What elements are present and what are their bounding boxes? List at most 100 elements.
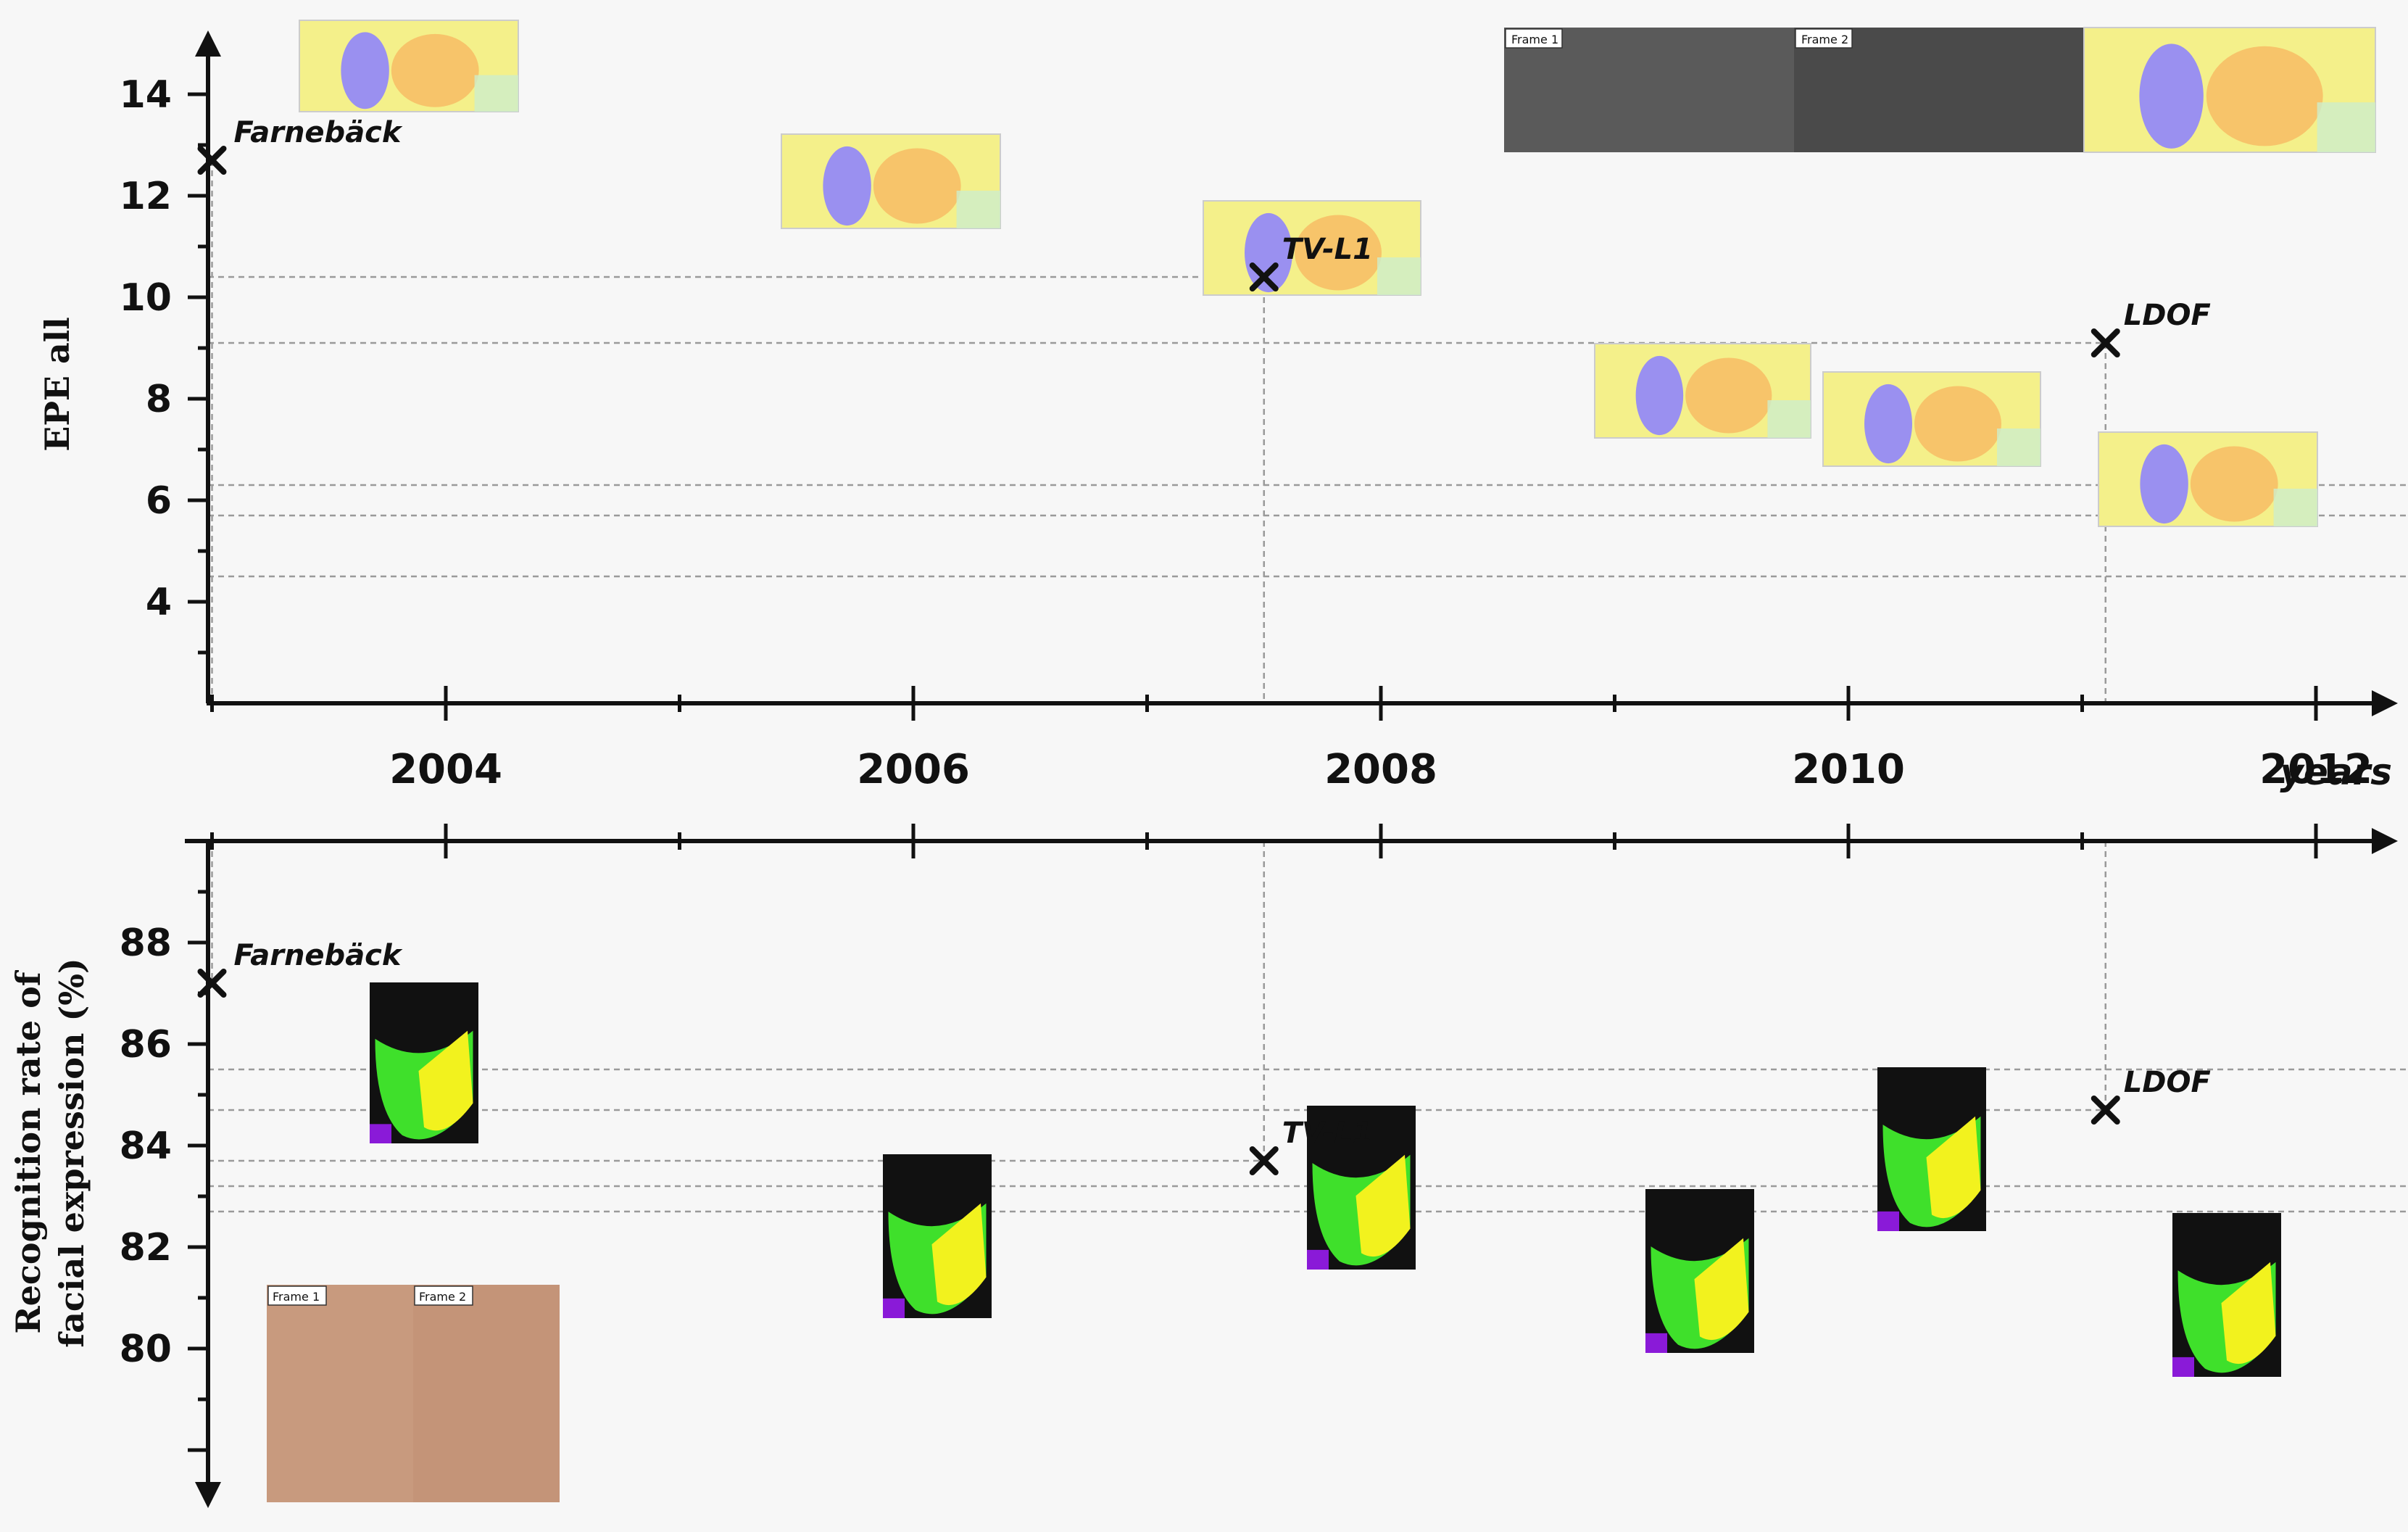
face-flow-violet-corner: [1877, 1211, 1899, 1231]
face-thumb-flowfields: [1877, 1067, 1986, 1231]
top-y-axis-title: EPE all: [38, 317, 77, 451]
flow-thumb-green-patch: [474, 75, 518, 112]
bottom-y-axis-title: Recognition rate of facial expression (%): [9, 958, 91, 1347]
flow-thumb-violet-blob: [823, 146, 871, 226]
face-thumb-pwcnet: [2172, 1213, 2281, 1377]
year-tick-label: 2004: [389, 746, 502, 793]
bottom-point-farneb-ck: [197, 969, 227, 998]
top-y-tick-label: 6: [146, 479, 172, 523]
marker-stroke: [2091, 1096, 2120, 1125]
marker-stroke: [2091, 328, 2120, 357]
top-point-tv-l1: [1249, 262, 1279, 291]
year-tick-label: 2008: [1324, 746, 1437, 793]
flow-thumb-violet-blob: [2140, 444, 2188, 524]
frame-tag-label: Frame 2: [419, 1290, 466, 1304]
face-flow-yellow: [1355, 1154, 1411, 1257]
flow-thumb-violet-blob: [2139, 44, 2204, 149]
frame-tag-box: [267, 1285, 327, 1306]
gt-image: [2083, 27, 2376, 153]
flow-thumb-green-patch: [1997, 428, 2040, 466]
thumb-farneback: [299, 20, 519, 112]
frame-tag-box: [414, 1285, 473, 1306]
marker-stroke: [197, 146, 227, 175]
flow-thumb-orange-blob: [1914, 386, 2001, 462]
top-point-label: Farnebäck: [234, 116, 403, 149]
bottom-reference-frames: Frame 1 Frame 2: [267, 1285, 560, 1502]
flow-thumb-green-patch: [1767, 400, 1811, 438]
face-flow-yellow: [1926, 1116, 1981, 1219]
flow-thumb-violet-blob: [1635, 355, 1684, 436]
bottom-y-tick-label: 80: [120, 1328, 172, 1371]
bottom-point-ldof: [2091, 1096, 2120, 1125]
top-point-ldof: [2091, 328, 2120, 357]
face-frame2-image: [413, 1285, 560, 1502]
axes: [185, 30, 2398, 1508]
face-frame1-image: [267, 1285, 413, 1502]
face-flow-violet-corner: [1307, 1249, 1329, 1270]
face-flow-yellow: [2221, 1262, 2276, 1365]
top-y-tick-label: 14: [120, 73, 172, 117]
face-thumb-epicflow: [1645, 1189, 1754, 1353]
face-flow-violet-corner: [2172, 1357, 2194, 1377]
thumb-tvl1: [781, 133, 1001, 229]
bottom-y-axis-title-line: Recognition rate of: [9, 969, 48, 1333]
year-tick-label: 2012: [2259, 746, 2372, 793]
x-axis-label: years: [2280, 751, 2392, 793]
flow-thumb-orange-blob: [2190, 446, 2278, 522]
flow-thumb-green-patch: [2273, 489, 2317, 526]
thumb-flowfields: [1822, 371, 2041, 467]
face-thumb-tvl1: [883, 1154, 992, 1318]
flow-thumb-orange-blob: [1295, 215, 1382, 291]
flow-thumb-orange-blob: [1685, 357, 1772, 434]
flow-thumb-green-patch: [956, 191, 1000, 228]
data-points: [197, 146, 2120, 1175]
thumb-epicflow: [1594, 343, 1811, 439]
top-y-tick-label: 10: [120, 276, 172, 320]
bottom-y-tick-label: 86: [120, 1023, 172, 1067]
bottom-y-tick-label: 88: [120, 922, 172, 965]
guide-lines: [208, 159, 2408, 1213]
flow-thumb-green-patch: [1377, 257, 1421, 295]
flow-thumb-orange-blob: [391, 33, 479, 107]
face-flow-yellow: [418, 1030, 473, 1131]
frame-tag-label: Frame 1: [1511, 33, 1558, 46]
face-thumb-ldof: [1307, 1106, 1416, 1270]
face-flow-violet-corner: [370, 1124, 391, 1143]
thumb-pwcnet: [2098, 431, 2318, 527]
top-y-tick-label: 8: [146, 378, 172, 421]
top-point-label: LDOF: [2124, 299, 2211, 332]
flow-thumb-green-patch: [2317, 102, 2375, 152]
year-tick-label: 2006: [857, 746, 970, 793]
marker-stroke: [1249, 1146, 1279, 1175]
face-flow-violet-corner: [1645, 1333, 1667, 1353]
bottom-point-label: LDOF: [2124, 1066, 2211, 1099]
year-tick-label: 2010: [1792, 746, 1905, 793]
frame-tag-label: Frame 1: [273, 1290, 320, 1304]
bottom-point-tv-l1: [1249, 1146, 1279, 1175]
flow-thumb-orange-blob: [873, 148, 961, 224]
flow-thumb-violet-blob: [341, 32, 389, 109]
top-y-tick-label: 4: [146, 581, 172, 624]
face-thumb-farneback: [370, 982, 478, 1143]
marker-stroke: [1249, 262, 1279, 291]
bottom-y-tick-label: 82: [120, 1226, 172, 1270]
face-flow-violet-corner: [883, 1298, 905, 1318]
face-flow-yellow: [931, 1203, 987, 1306]
frame-tag-box: [1505, 28, 1563, 49]
marker-stroke: [197, 969, 227, 998]
bottom-y-axis-title-line: facial expression (%): [52, 958, 91, 1347]
flow-thumb-violet-blob: [1864, 384, 1912, 464]
top-point-label: TV-L1: [1282, 233, 1373, 266]
frame-tag-label: Frame 2: [1801, 33, 1848, 46]
flow-thumb-orange-blob: [2206, 46, 2323, 146]
frame-tag-box: [1795, 28, 1853, 49]
bottom-point-label: Farnebäck: [234, 939, 403, 972]
bottom-point-label: TV-L1: [1282, 1117, 1373, 1150]
bottom-y-tick-label: 84: [120, 1125, 172, 1168]
top-y-tick-label: 12: [120, 175, 172, 218]
top-point-farneb-ck: [197, 146, 227, 175]
face-flow-yellow: [1694, 1238, 1749, 1341]
